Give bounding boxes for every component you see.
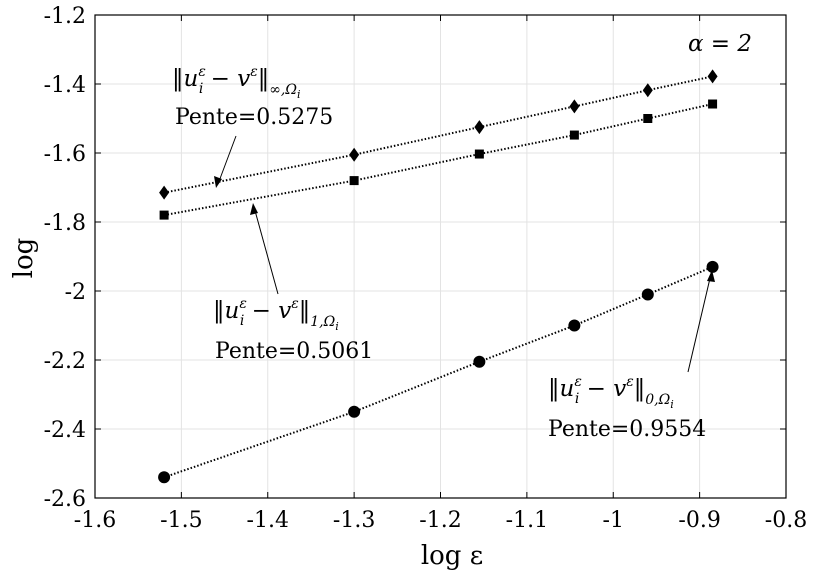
x-tick-label: -0.9 — [678, 508, 720, 533]
series-line-diamond — [163, 75, 713, 194]
y-tick-label: -2.2 — [44, 349, 86, 374]
x-tick-label: -1.4 — [247, 508, 289, 533]
series-group — [158, 69, 719, 484]
x-tick-label: -1.5 — [160, 508, 202, 533]
data-point-circle — [706, 260, 719, 273]
data-point-diamond — [159, 185, 170, 200]
y-axis-label: log — [9, 238, 39, 279]
series-line-square — [163, 103, 713, 217]
x-tick-label: -1.2 — [419, 508, 461, 533]
one-norm-label: ‖uε i − vε‖1,Ωi — [213, 296, 339, 333]
data-point-square — [569, 130, 579, 140]
y-tick-label: -1.6 — [44, 142, 86, 167]
inf-norm-label: ‖uε i − vε‖∞,Ωi — [172, 64, 301, 101]
x-tick-label: -1 — [603, 508, 624, 533]
y-tick-label: -1.4 — [44, 73, 86, 98]
data-point-diamond — [642, 83, 653, 98]
data-point-diamond — [474, 120, 485, 135]
one-norm-slope: Pente=0.5061 — [215, 339, 373, 364]
y-tick-label: -2 — [65, 280, 86, 305]
data-point-square — [159, 210, 169, 220]
data-point-circle — [473, 355, 486, 368]
inf-norm-annotation: ‖uε i − vε‖∞,Ωi Pente=0.5275 — [172, 64, 333, 188]
series-line-circle — [163, 265, 713, 479]
x-axis-label: log ε — [421, 541, 483, 571]
x-tick-label: -0.8 — [765, 508, 807, 533]
y-tick-label: -1.2 — [44, 4, 86, 29]
inf-norm-arrow — [217, 135, 237, 185]
data-point-diamond — [707, 69, 718, 84]
ticks: -1.6 -1.5 -1.4 -1.3 -1.2 -1.1 -1 -0.9 -0.8 -1.2 -1… — [44, 4, 808, 533]
zero-norm-arrow — [687, 273, 712, 373]
inf-norm-slope: Pente=0.5275 — [175, 105, 333, 130]
y-tick-label: -1.8 — [44, 211, 86, 236]
x-tick-label: -1.3 — [333, 508, 375, 533]
zero-norm-annotation: ‖uε i − vε‖0,Ωi Pente=0.9554 — [548, 270, 715, 442]
zero-norm-arrowhead — [707, 270, 715, 282]
y-tick-label: -2.6 — [44, 487, 86, 512]
data-point-circle — [568, 319, 581, 332]
data-point-diamond — [569, 99, 580, 114]
data-point-circle — [158, 471, 171, 484]
one-norm-annotation: ‖uε i − vε‖1,Ωi Pente=0.5061 — [213, 203, 373, 364]
one-norm-arrow — [253, 206, 279, 295]
data-point-diamond — [349, 147, 360, 162]
data-point-circle — [348, 405, 361, 418]
y-tick-label: -2.4 — [44, 418, 86, 443]
data-point-circle — [641, 288, 654, 301]
zero-norm-label: ‖uε i − vε‖0,Ωi — [548, 374, 674, 411]
data-point-square — [349, 176, 359, 186]
data-point-square — [474, 149, 484, 159]
alpha-annotation: α = 2 — [688, 31, 752, 57]
inf-norm-arrowhead — [214, 176, 222, 188]
zero-norm-slope: Pente=0.9554 — [548, 417, 706, 442]
x-tick-label: -1.1 — [506, 508, 548, 533]
data-point-square — [708, 99, 718, 109]
x-tick-label: -1.6 — [74, 508, 116, 533]
data-point-square — [643, 114, 653, 123]
one-norm-arrowhead — [250, 203, 258, 215]
